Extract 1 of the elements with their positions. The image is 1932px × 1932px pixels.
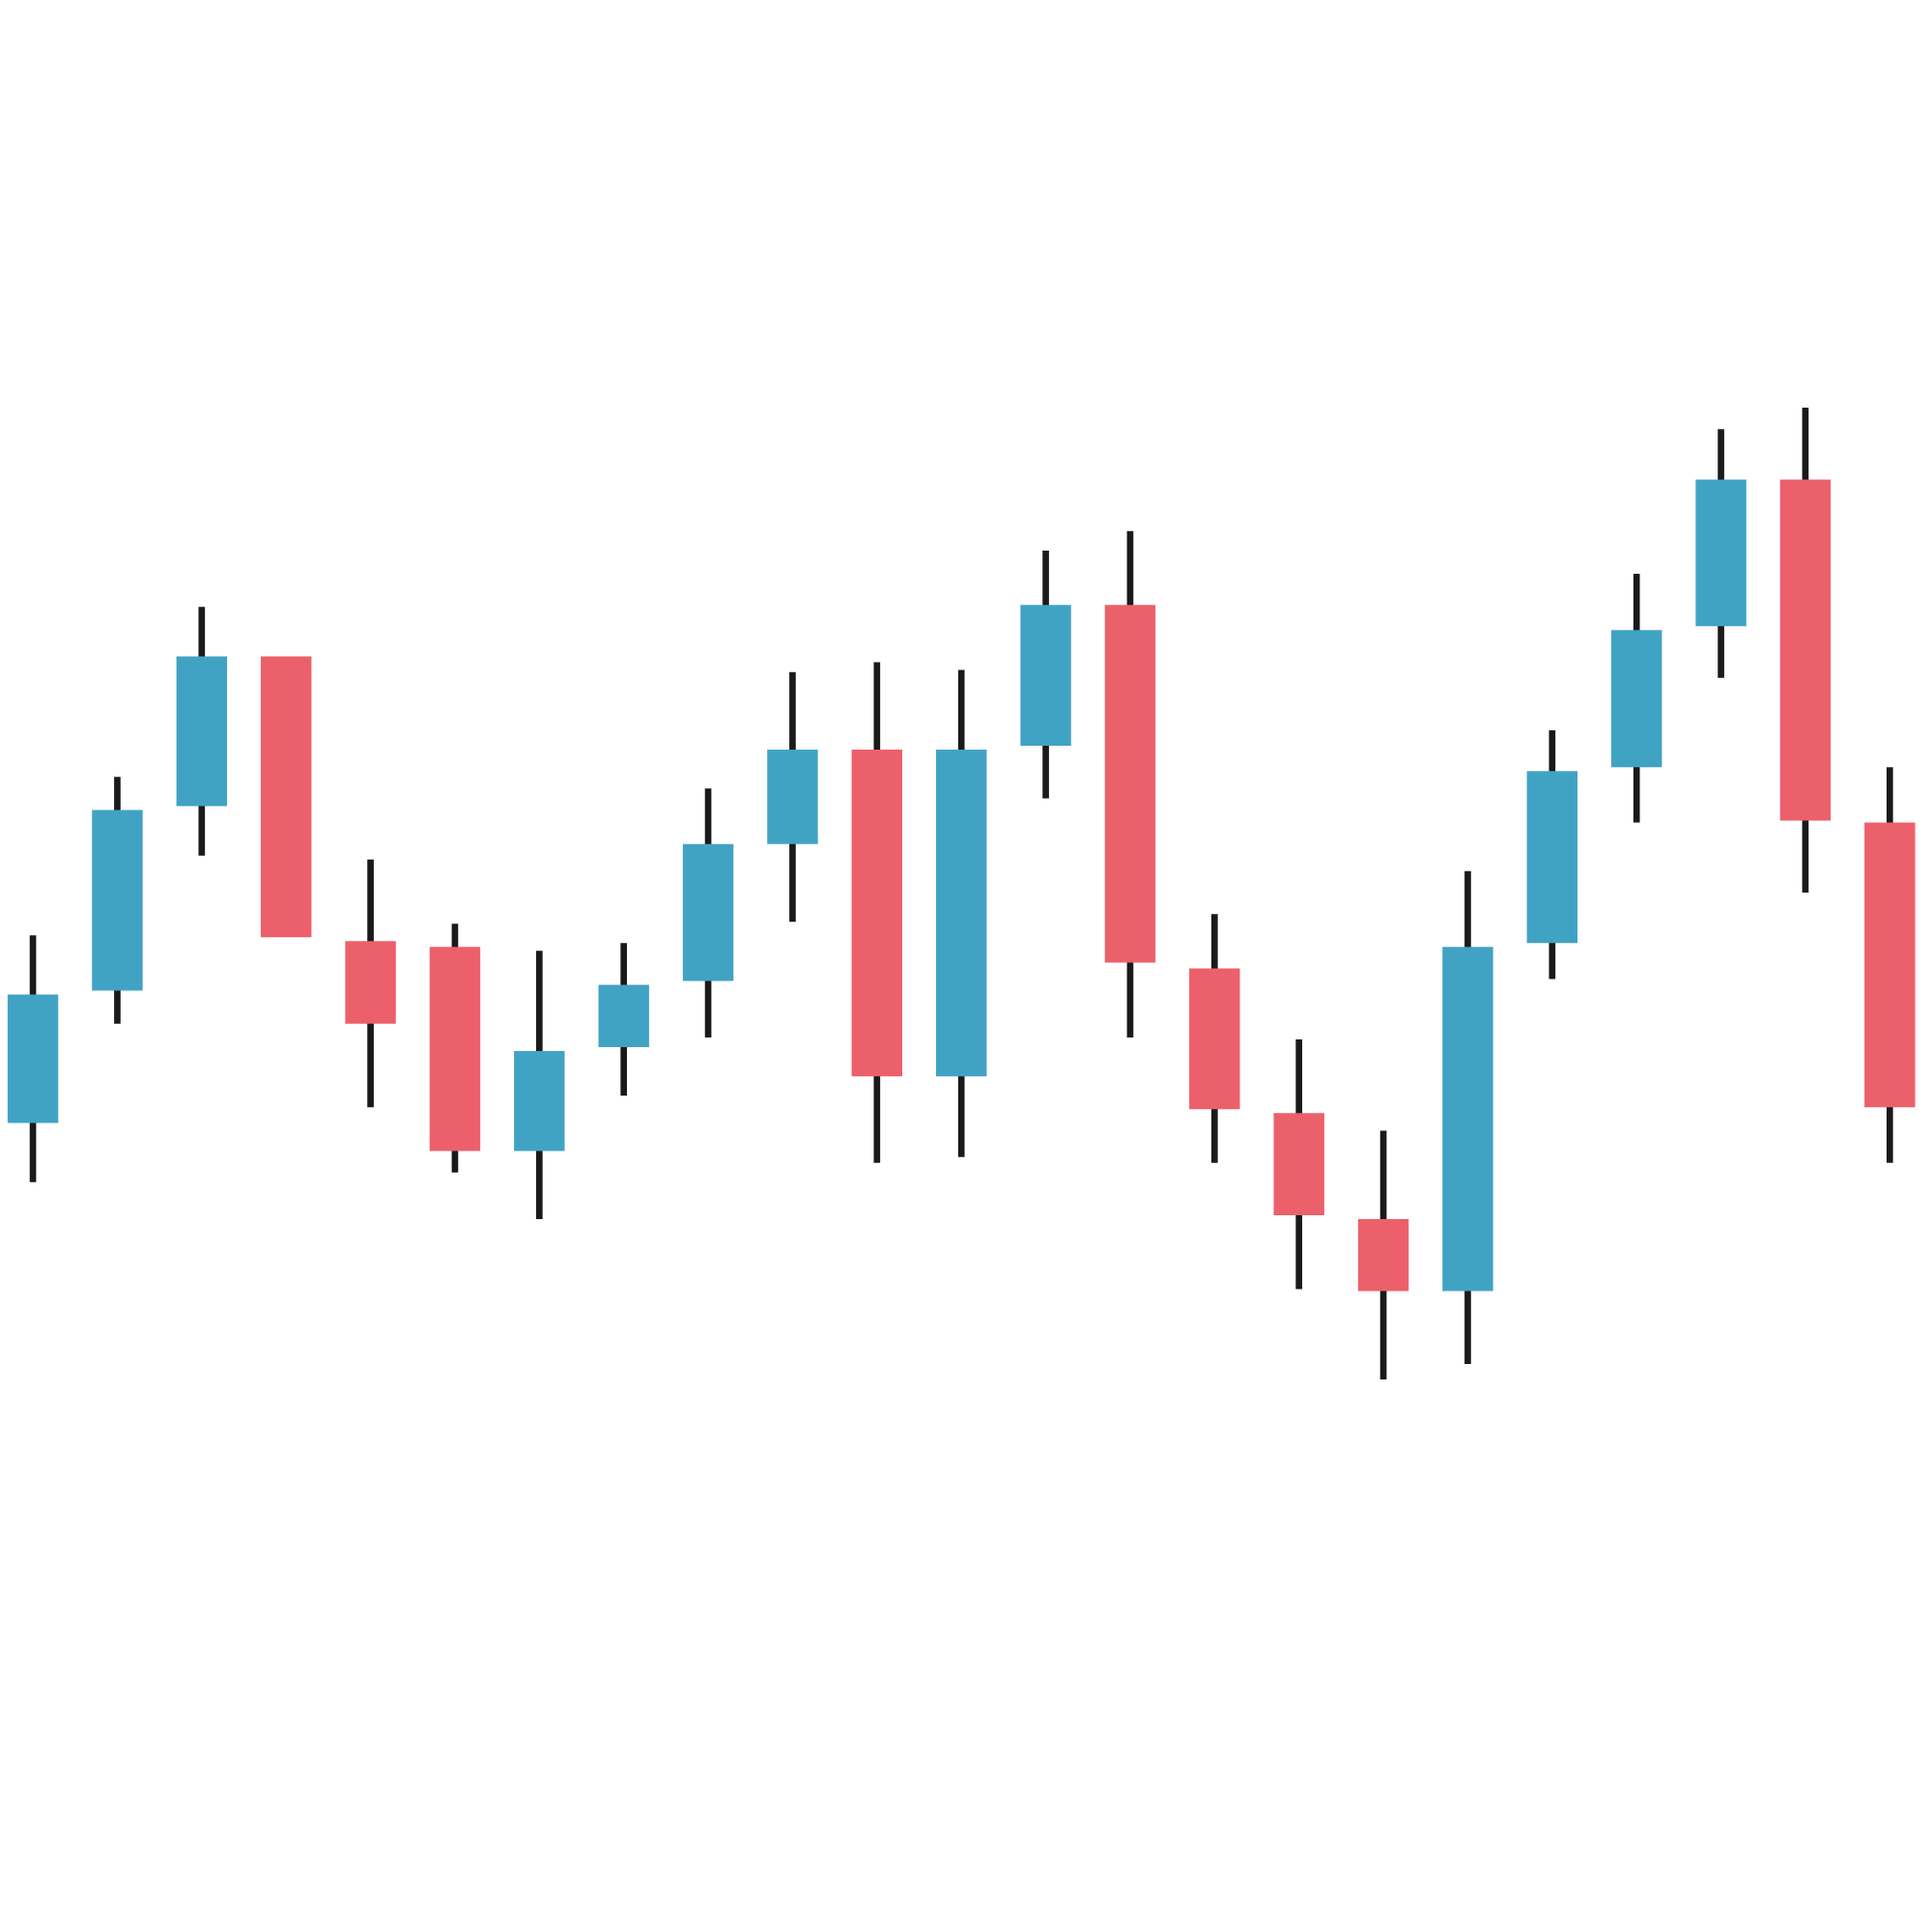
candlestick (260, 656, 312, 938)
